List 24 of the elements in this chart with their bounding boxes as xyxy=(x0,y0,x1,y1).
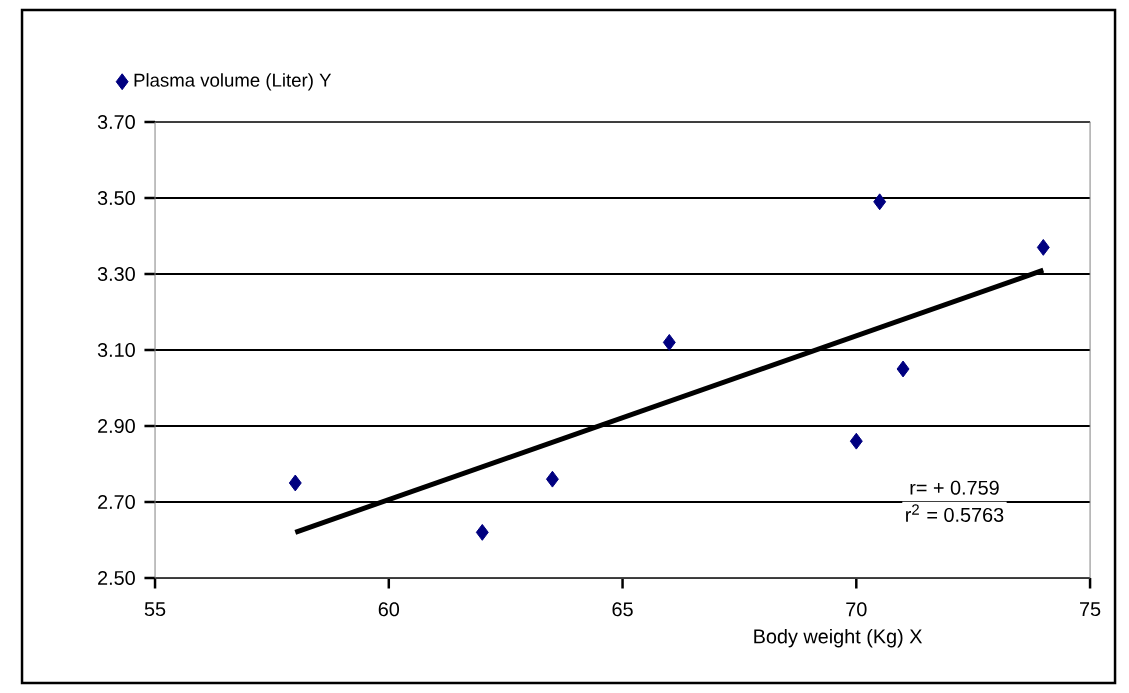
point xyxy=(662,333,676,351)
x-tick-label: 75 xyxy=(1080,602,1101,617)
x-tick-label: 60 xyxy=(378,602,400,617)
y-tick-label: 3.70 xyxy=(97,114,135,130)
y-tick-label: 2.90 xyxy=(98,418,135,433)
x-tick-label: 55 xyxy=(144,602,166,617)
y-tick-label: 3.50 xyxy=(97,190,135,206)
point xyxy=(288,474,302,492)
x-tick-label: 70 xyxy=(846,602,867,617)
x-tick-label: 65 xyxy=(612,602,633,617)
y-tick-label: 2.70 xyxy=(98,494,135,509)
x-axis-title: Body weight (Kg) X xyxy=(754,628,923,648)
annotation: r$^{2}$ = 0.5763 xyxy=(906,504,1004,522)
y-tick-label: 3.30 xyxy=(97,266,135,282)
point xyxy=(849,432,863,450)
legend-label: Plasma volume (Liter) Y xyxy=(134,73,332,91)
point xyxy=(475,523,489,541)
annotation: r= + 0.759 xyxy=(910,480,999,495)
y-tick-label: 3.10 xyxy=(97,342,135,357)
point xyxy=(545,470,559,488)
point xyxy=(873,193,887,211)
y-tick-label: 2.50 xyxy=(98,570,135,585)
point xyxy=(896,360,910,378)
point xyxy=(1036,238,1050,256)
